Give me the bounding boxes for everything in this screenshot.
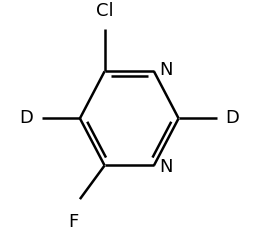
Text: F: F (68, 213, 78, 231)
Text: D: D (19, 110, 33, 127)
Text: Cl: Cl (96, 2, 113, 20)
Text: N: N (160, 61, 173, 79)
Text: N: N (160, 158, 173, 176)
Text: D: D (226, 110, 240, 127)
